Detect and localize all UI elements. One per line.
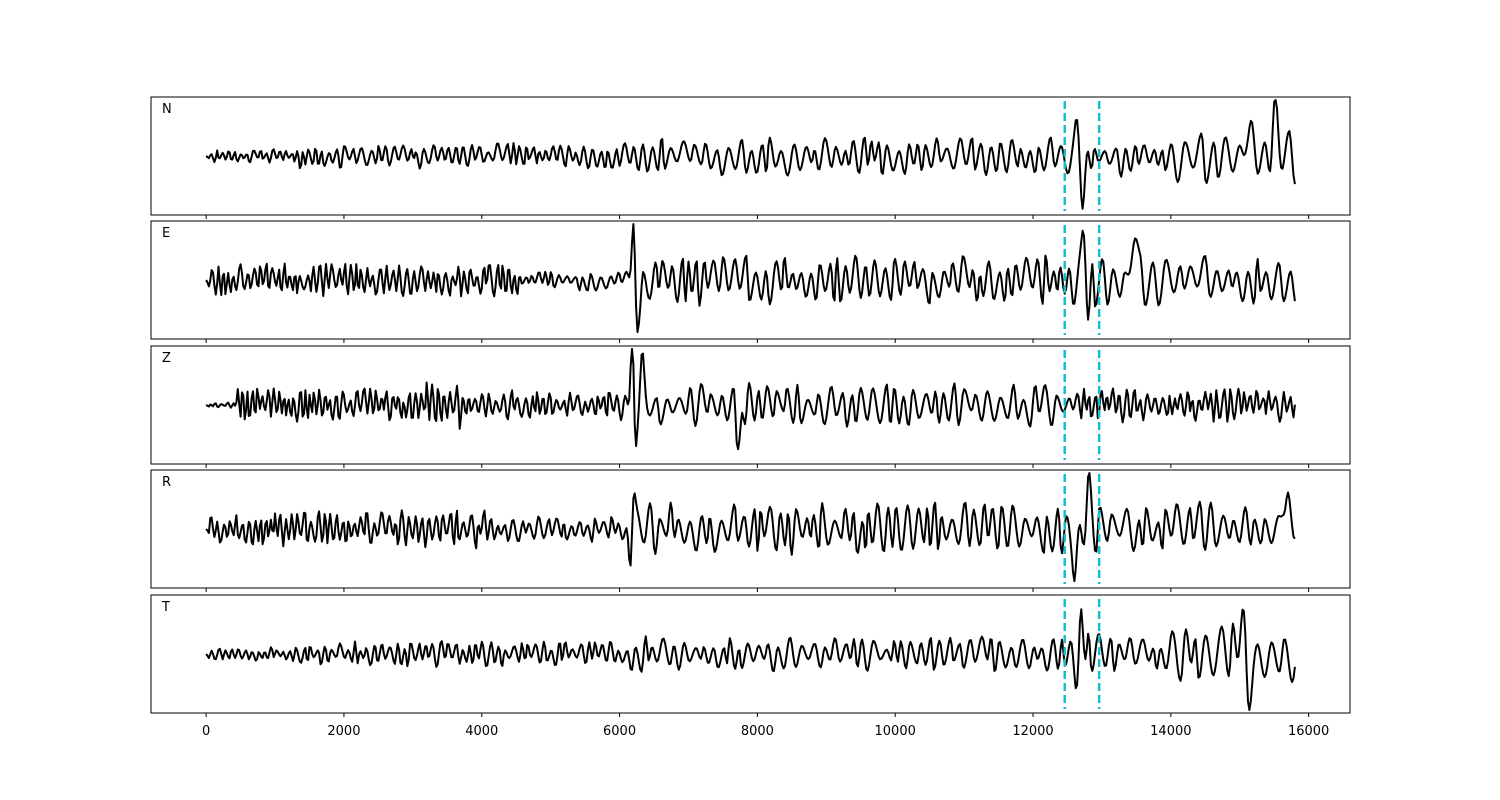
x-axis: 0 2000 4000 6000 8000 10000 12000 14000 16000 [202, 724, 1329, 739]
waveform-trace-e [205, 223, 1296, 334]
x-tick-label: 16000 [1288, 724, 1329, 739]
panel-n: N [150, 96, 1351, 219]
panel-z: Z [150, 345, 1351, 468]
panel-label: Z [162, 351, 171, 366]
panel-e: E [150, 220, 1351, 343]
x-tick-label: 2000 [327, 724, 360, 739]
x-tick-label: 4000 [465, 724, 498, 739]
panel-frame [150, 96, 1351, 216]
panel-r: R [150, 469, 1351, 592]
panel-label: N [162, 102, 172, 117]
panel-frame [150, 220, 1351, 340]
waveform-trace-r [205, 472, 1296, 583]
waveform-trace-n [205, 99, 1296, 210]
panel-label: E [162, 226, 170, 241]
x-tick-label: 8000 [741, 724, 774, 739]
panel-frame [150, 469, 1351, 589]
x-tick-label: 0 [202, 724, 210, 739]
panel-label: T [161, 600, 170, 615]
panel-label: R [162, 475, 171, 490]
waveform-trace-t [205, 608, 1296, 711]
panel-frame [150, 594, 1351, 714]
panel-t: T [150, 594, 1351, 717]
x-tick-label: 6000 [603, 724, 636, 739]
trace-panels: N E Z R T [150, 96, 1351, 717]
x-tick-label: 12000 [1012, 724, 1053, 739]
panel-frame [150, 345, 1351, 465]
x-tick-label: 10000 [875, 724, 916, 739]
x-tick-label: 14000 [1150, 724, 1191, 739]
waveform-trace-z [205, 348, 1296, 451]
